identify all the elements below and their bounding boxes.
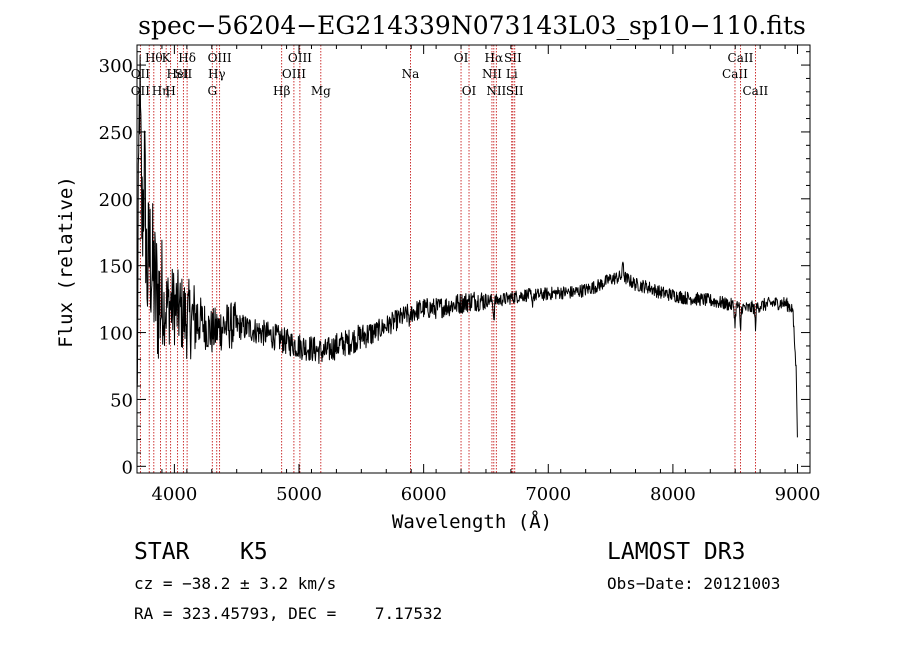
spectral-line-label: OIII: [288, 51, 312, 65]
spectral-line-label: Hη: [152, 84, 170, 98]
spectrum-series: [136, 54, 798, 438]
x-tick-label: 9000: [775, 484, 821, 505]
object-subclass: K5: [240, 539, 268, 565]
spectral-line-label: Li: [506, 67, 518, 81]
y-tick-label: 200: [99, 190, 133, 211]
spectral-line-label: CaII: [742, 84, 768, 98]
spectral-line-label: SII: [504, 51, 522, 65]
spectral-line-label: Hθ: [145, 51, 163, 65]
spectral-line-label: SII: [506, 84, 524, 98]
x-tick-label: 8000: [650, 484, 696, 505]
spectral-line-label: NII: [486, 84, 506, 98]
obs-date: Obs−Date: 20121003: [607, 574, 781, 593]
x-tick-label: 5000: [276, 484, 322, 505]
y-tick-label: 300: [99, 56, 133, 77]
redshift-cz: cz = −38.2 ± 3.2 km/s: [134, 574, 337, 593]
spectral-line-label: Mg: [311, 84, 331, 98]
object-class: STAR: [134, 539, 190, 565]
spectral-line-label: Hα: [485, 51, 504, 65]
axes: 4000 5000 6000 7000 8000 9000 0 50 100 150 200 250 3…: [99, 45, 821, 505]
spectral-line-label: CaII: [728, 51, 754, 65]
x-tick-label: 4000: [151, 484, 197, 505]
chart-title: spec−56204−EG214339N073143L03_sp10−110.f…: [138, 11, 806, 40]
y-tick-label: 50: [110, 390, 133, 411]
spectral-line-label: Hγ: [208, 67, 226, 81]
y-tick-label: 100: [99, 324, 133, 345]
survey-name: LAMOST DR3: [607, 539, 746, 565]
y-axis-label: Flux (relative): [55, 176, 77, 348]
x-tick-label: 6000: [401, 484, 447, 505]
spectral-line-label: NII: [482, 67, 502, 81]
y-tick-label: 0: [122, 457, 133, 478]
spectral-line-label: G: [207, 84, 217, 98]
spectral-line-label: OIII: [208, 51, 232, 65]
spectral-line-label: Hδ: [178, 51, 196, 65]
spectral-line-label: H: [165, 84, 175, 98]
spectral-line-label: CaII: [722, 67, 748, 81]
y-tick-label: 150: [99, 257, 133, 278]
spectral-line-label: Hβ: [273, 84, 290, 98]
spectral-line-label: K: [162, 51, 172, 65]
spectrum-line: [136, 54, 798, 438]
x-tick-label: 7000: [525, 484, 571, 505]
y-tick-label: 250: [99, 123, 133, 144]
spectral-line-label: OI: [454, 51, 469, 65]
spectral-line-label: SII: [175, 67, 193, 81]
plot-frame: [136, 44, 811, 474]
spectral-lines: OIIOIIHθHηKHHeISIIHδGHγOIIIHβOIIIOIIIMgN…: [131, 45, 769, 473]
spectral-line-label: OIII: [282, 67, 306, 81]
spectral-line-label: Na: [402, 67, 420, 81]
ra-dec: RA = 323.45793, DEC = 7.17532: [134, 604, 443, 623]
spectral-line-label: OI: [462, 84, 477, 98]
x-axis-label: Wavelength (Å): [392, 510, 552, 533]
